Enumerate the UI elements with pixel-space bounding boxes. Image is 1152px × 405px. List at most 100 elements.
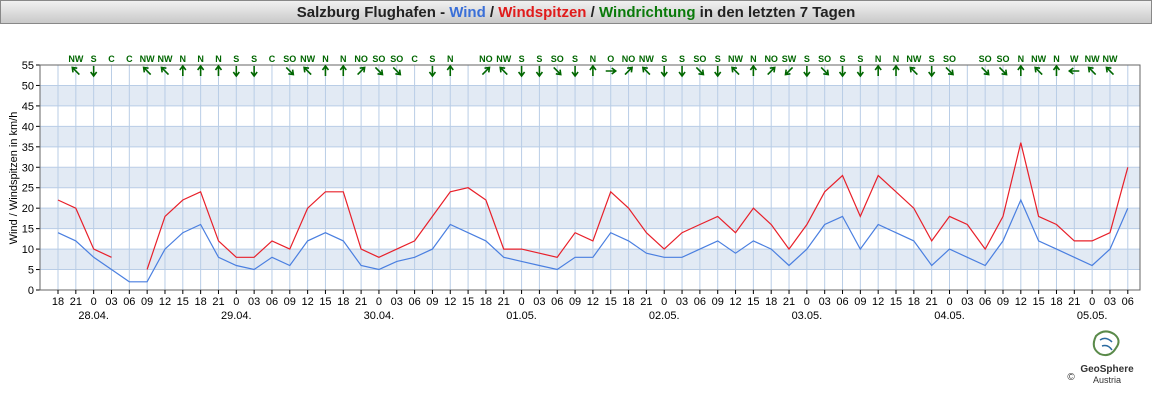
direction-arrow [1067,67,1080,75]
direction-arrow [678,66,686,78]
x-tick-label: 03 [819,296,831,308]
direction-arrow [856,66,864,78]
direction-label: NO [622,54,636,64]
x-tick-label: 12 [729,296,741,308]
x-tick-label: 18 [52,296,64,308]
y-tick-label: 30 [22,162,34,174]
direction-label: SO [943,54,956,64]
x-tick-label: 21 [70,296,82,308]
x-tick-label: 0 [233,296,239,308]
direction-label: N [750,54,757,64]
x-tick-label: 0 [804,296,810,308]
x-tick-label: 12 [1015,296,1027,308]
direction-label: N [197,54,204,64]
y-tick-label: 55 [22,60,34,72]
x-tick-label: 06 [266,296,278,308]
direction-arrow [196,64,205,76]
direction-arrow [285,66,295,76]
direction-label: S [91,54,97,64]
direction-arrow [1034,66,1043,76]
direction-label: N [180,54,187,64]
direction-label: S [251,54,257,64]
x-tick-label: 18 [195,296,207,308]
direction-label: N [893,54,900,64]
direction-arrow [928,66,936,78]
x-tick-label: 15 [1033,296,1045,308]
direction-label: N [215,54,222,64]
x-tick-label: 09 [997,296,1009,308]
direction-arrow [179,64,187,76]
direction-arrow [820,66,830,76]
direction-arrow [767,66,776,76]
date-label: 01.05. [506,310,537,322]
direction-label: S [715,54,721,64]
x-tick-label: 15 [890,296,902,308]
direction-label: NW [1085,54,1100,64]
title-part: Windspitzen [498,4,586,21]
direction-label: SO [693,54,706,64]
direction-arrow [641,66,651,76]
x-tick-label: 12 [872,296,884,308]
x-tick-label: 09 [426,296,438,308]
title-part: Wind [449,4,486,21]
direction-arrow [660,66,668,78]
direction-arrow [339,64,347,76]
direction-arrow [1017,64,1025,76]
direction-arrow [731,66,740,76]
direction-label: W [1070,54,1079,64]
direction-label: S [840,54,846,64]
direction-label: N [322,54,329,64]
x-tick-label: 18 [480,296,492,308]
direction-label: N [590,54,597,64]
direction-label: S [929,54,935,64]
grid-band [40,126,1140,147]
x-tick-label: 0 [519,296,525,308]
x-tick-label: 18 [908,296,920,308]
direction-arrow [481,66,491,76]
direction-arrow [357,66,366,76]
x-tick-label: 12 [159,296,171,308]
x-tick-label: 09 [141,296,153,308]
direction-label: SO [390,54,403,64]
direction-label: SW [782,54,797,64]
direction-label: NW [639,54,654,64]
direction-label: NO [764,54,778,64]
direction-label: S [857,54,863,64]
x-tick-label: 18 [622,296,634,308]
direction-arrow [784,66,794,76]
logo: GeoSphere Austria © [1067,330,1134,385]
direction-label: N [1053,54,1060,64]
grid-band [40,85,1140,106]
y-tick-label: 5 [28,265,34,277]
direction-label: S [429,54,435,64]
x-tick-label: 21 [640,296,652,308]
x-tick-label: 12 [587,296,599,308]
x-tick-label: 21 [783,296,795,308]
direction-arrow [71,66,80,76]
direction-label: N [1018,54,1025,64]
series-line [57,198,1129,283]
x-tick-label: 15 [319,296,331,308]
direction-label: N [875,54,882,64]
date-label: 30.04. [364,310,395,322]
x-tick-label: 06 [123,296,135,308]
direction-label: C [269,54,276,64]
direction-label: S [679,54,685,64]
x-tick-label: 03 [248,296,260,308]
direction-label: N [340,54,347,64]
y-tick-label: 15 [22,224,34,236]
direction-arrow [250,66,258,78]
direction-label: SO [283,54,296,64]
direction-label: NW [300,54,315,64]
direction-arrow [695,66,705,76]
direction-label: N [447,54,454,64]
x-tick-label: 0 [1089,296,1095,308]
plot-frame [39,64,1141,291]
x-tick-label: 0 [91,296,97,308]
direction-arrow [605,67,618,75]
logo-sub: Austria [1093,375,1121,385]
direction-arrow [535,66,544,78]
x-tick-label: 18 [765,296,777,308]
direction-label: SO [979,54,992,64]
direction-arrow [553,66,562,76]
